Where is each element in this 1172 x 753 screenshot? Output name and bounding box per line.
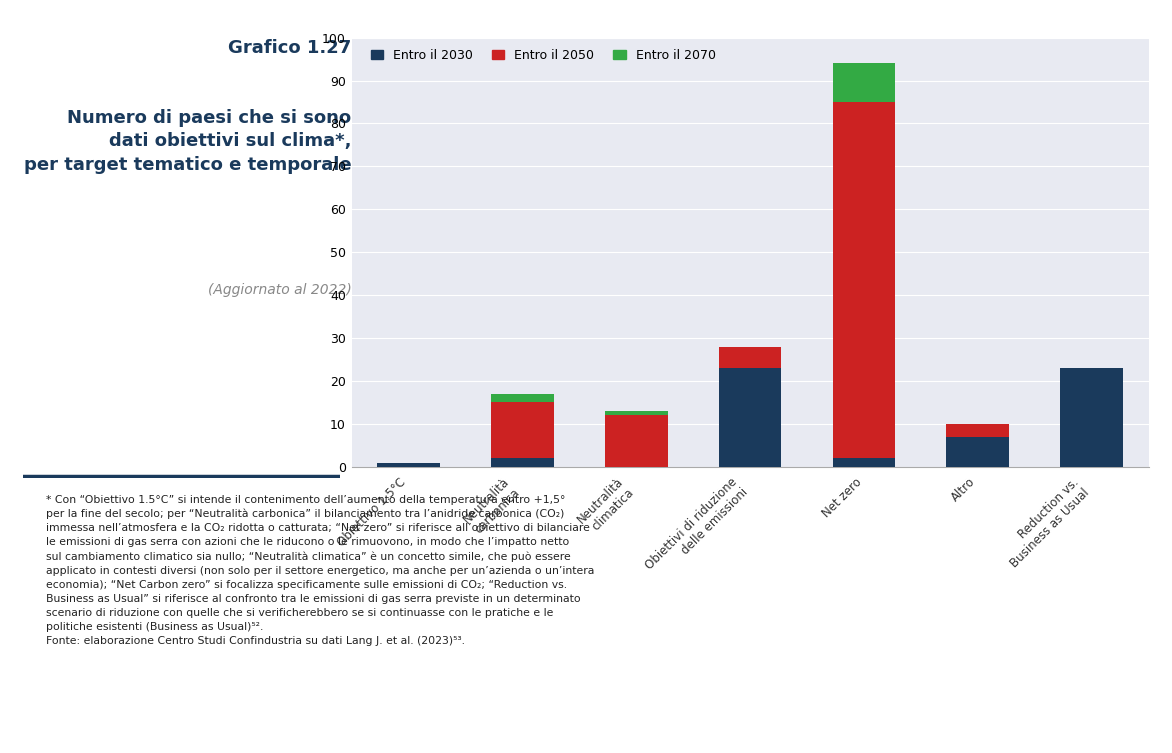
Text: Numero di paesi che si sono
dati obiettivi sul clima*,
per target tematico e tem: Numero di paesi che si sono dati obietti… [23, 108, 352, 174]
Bar [1061, 368, 1123, 467]
Bar [605, 416, 668, 467]
Text: * Con “Obiettivo 1.5°C” si intende il contenimento dell’aumento della temperatur: * Con “Obiettivo 1.5°C” si intende il co… [46, 495, 594, 646]
Bar [718, 346, 782, 368]
Bar [947, 424, 1009, 437]
Bar [947, 437, 1009, 467]
Bar [832, 459, 895, 467]
Bar [832, 102, 895, 459]
Bar [377, 462, 440, 467]
Bar [718, 368, 782, 467]
Legend: Entro il 2030, Entro il 2050, Entro il 2070: Entro il 2030, Entro il 2050, Entro il 2… [366, 44, 721, 67]
Text: (Aggiornato al 2022): (Aggiornato al 2022) [207, 283, 352, 297]
Bar [605, 411, 668, 416]
Bar [491, 402, 553, 459]
Text: Grafico 1.27: Grafico 1.27 [229, 39, 352, 57]
Bar [491, 459, 553, 467]
Bar [832, 63, 895, 102]
Bar [491, 394, 553, 402]
